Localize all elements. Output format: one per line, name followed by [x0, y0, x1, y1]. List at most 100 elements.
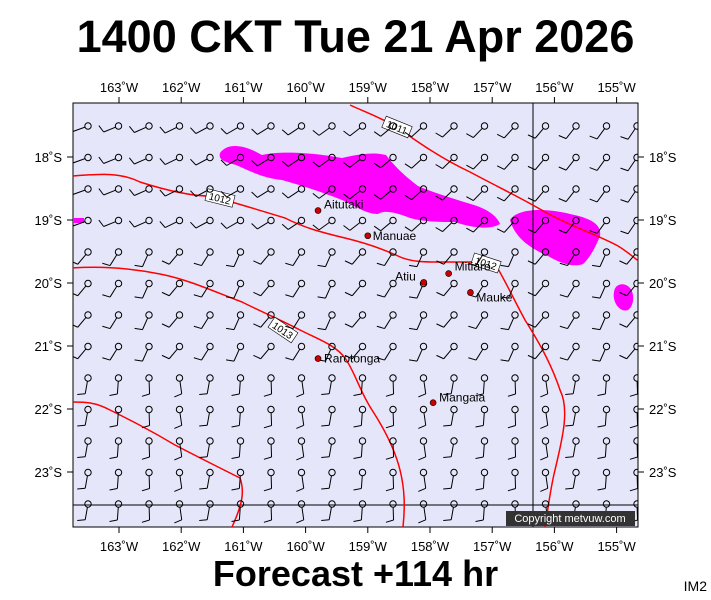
wind-barb-icon — [527, 248, 550, 265]
lon-label-top: 156˚W — [535, 80, 574, 95]
lat-label-right: 23˚S — [649, 465, 677, 480]
wind-barb-icon — [109, 374, 123, 396]
copyright-badge: Copyright metvuw.com — [506, 511, 635, 526]
wind-barb-icon — [220, 153, 245, 166]
lon-label-bottom: 157˚W — [473, 539, 512, 554]
lon-label-bottom: 162˚W — [162, 539, 201, 554]
wind-barb-field — [73, 122, 638, 524]
wind-barb-icon — [404, 216, 428, 232]
lon-label-top: 161˚W — [224, 80, 263, 95]
lat-label-left: 19˚S — [35, 213, 63, 228]
wind-barb-icon — [404, 185, 428, 201]
wind-barb-icon — [443, 374, 458, 395]
wind-barb-icon — [443, 437, 458, 458]
wind-barb-icon — [251, 122, 275, 135]
town-markers: Aitutaki Manuae Mitiaro Atiu Mauke Rarotonga M… — [314, 198, 513, 407]
wind-barb-icon — [174, 437, 184, 461]
wind-barb-icon — [500, 311, 519, 331]
wind-barb-icon — [540, 437, 550, 461]
wind-barb-icon — [466, 185, 489, 201]
wind-barb-icon — [285, 248, 306, 267]
wind-barb-icon — [73, 153, 92, 164]
wind-barb-icon — [98, 216, 123, 227]
svg-text:1012: 1012 — [208, 191, 233, 207]
wind-barb-icon — [296, 500, 306, 524]
wind-barb-icon — [321, 405, 336, 427]
wind-barb-icon — [343, 153, 367, 168]
wind-barb-icon — [592, 279, 611, 299]
wind-barb-icon — [220, 216, 245, 229]
wind-barb-icon — [220, 122, 245, 135]
wind-barb-icon — [98, 185, 123, 196]
wind-barb-icon — [475, 374, 489, 396]
wind-barb-icon — [353, 437, 367, 459]
wind-barb-icon — [251, 185, 275, 198]
wind-barb-icon — [466, 153, 489, 170]
wind-barb-icon — [102, 279, 123, 298]
wind-barb-icon — [199, 374, 214, 395]
town-manuae: Manuae — [364, 229, 416, 243]
wind-barb-icon — [77, 468, 92, 490]
wind-barb-icon — [629, 437, 638, 460]
wind-barb-icon — [193, 311, 214, 330]
lon-label-top: 163˚W — [100, 80, 139, 95]
wind-barb-icon — [193, 279, 214, 298]
wind-barb-icon — [629, 468, 638, 492]
wind-barb-icon — [77, 437, 92, 458]
wind-barb-icon — [496, 153, 519, 170]
town-label: Mitiaro — [455, 260, 491, 274]
wind-barb-icon — [385, 468, 397, 492]
wind-barb-icon — [281, 153, 306, 167]
wind-barb-icon — [226, 311, 245, 331]
wind-barb-icon — [629, 405, 638, 429]
wind-barb-icon — [190, 216, 214, 229]
town-mangaia: Mangaia — [429, 391, 485, 407]
wind-barb-icon — [597, 437, 611, 459]
wind-barb-icon — [373, 122, 397, 137]
lat-label-left: 21˚S — [35, 339, 63, 354]
wind-barb-icon — [540, 374, 550, 398]
wind-barb-icon — [527, 342, 550, 360]
wind-barb-icon — [558, 153, 580, 171]
wind-barb-icon — [409, 248, 428, 268]
wind-barb-icon — [321, 437, 336, 458]
wind-barb-icon — [353, 405, 367, 428]
isobar-1013 — [73, 266, 405, 527]
wind-barb-icon — [159, 153, 184, 165]
town-label: Atiu — [395, 269, 416, 283]
wind-barb-icon — [109, 500, 123, 522]
wind-barb-icon — [619, 342, 638, 360]
wind-barb-icon — [251, 153, 275, 167]
wind-barb-icon — [296, 374, 306, 398]
wind-barb-icon — [496, 216, 519, 233]
wind-barb-icon — [353, 468, 367, 491]
wind-barb-icon — [190, 122, 214, 134]
wind-barb-icon — [231, 374, 245, 396]
lat-label-right: 19˚S — [649, 213, 677, 228]
wind-barb-icon — [418, 374, 428, 398]
lon-label-top: 160˚W — [286, 80, 325, 95]
lon-label-top: 162˚W — [162, 80, 201, 95]
wind-barb-icon — [317, 311, 336, 331]
wind-barb-icon — [174, 374, 184, 398]
wind-barb-icon — [285, 342, 306, 361]
lat-label-left: 18˚S — [35, 150, 63, 165]
wind-barb-icon — [226, 342, 245, 362]
wind-barb-icon — [263, 468, 275, 492]
town-dot-icon — [467, 289, 474, 296]
wind-barb-icon — [559, 311, 580, 330]
wind-barb-icon — [468, 248, 489, 267]
wind-barb-icon — [128, 153, 153, 165]
wind-barb-icon — [597, 468, 611, 491]
wind-barb-icon — [373, 216, 397, 232]
wind-barb-icon — [141, 437, 153, 460]
wind-barb-icon — [353, 374, 367, 396]
wind-barb-icon — [263, 374, 275, 397]
wind-barb-icon — [321, 374, 336, 395]
town-label: Rarotonga — [324, 352, 380, 366]
wind-barb-icon — [620, 153, 638, 172]
wind-barb-icon — [343, 216, 367, 231]
wind-barb-icon — [558, 122, 580, 140]
wind-barb-icon — [343, 185, 367, 200]
wind-barb-icon — [404, 122, 428, 138]
